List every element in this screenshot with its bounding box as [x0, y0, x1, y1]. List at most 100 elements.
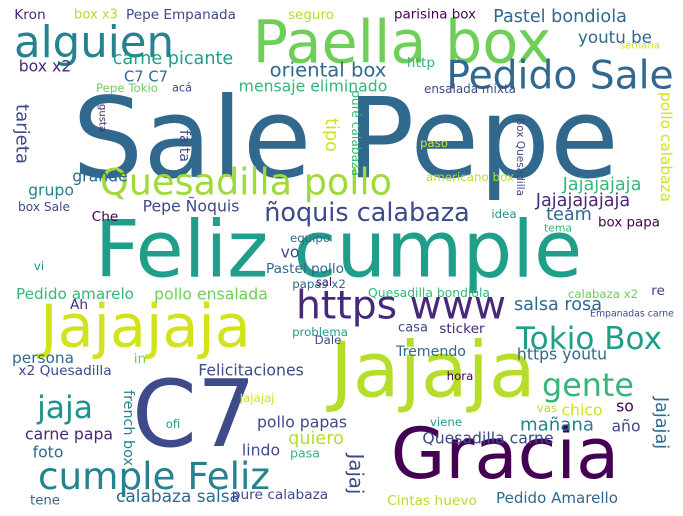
- word-https-youtu: https youtu: [517, 345, 607, 364]
- word-pastel-bondiola: Pastel bondiola: [493, 7, 627, 27]
- word-pollo-calabaza: pollo calabaza: [657, 92, 675, 202]
- word-americano-box: americano box: [426, 170, 514, 184]
- word-parisina-box: parisina box: [394, 8, 476, 23]
- word-sale-pepe: Sale Pepe: [72, 74, 618, 204]
- word-casa: casa: [398, 321, 428, 336]
- word-jajajaj: Jajajaj: [239, 391, 275, 405]
- word-grande: grande: [72, 167, 128, 186]
- word-ofi: ofi: [166, 417, 181, 431]
- word-viene: viene: [430, 415, 462, 429]
- word-pepe-noquis: Pepe Ñoquis: [143, 197, 240, 216]
- word-team: team: [546, 205, 592, 225]
- word-pepe-tokio: Pepe Tokio: [96, 81, 158, 95]
- word-box-x2: box x2: [19, 57, 72, 76]
- word-lindo: lindo: [242, 441, 280, 460]
- word-manana: mañana: [520, 415, 594, 436]
- word-box-sale: box Sale: [18, 200, 70, 214]
- word-empanadas-carne: Empanadas carne: [590, 309, 674, 320]
- word-problema: problema: [292, 325, 348, 339]
- word-cumple-feliz: cumple Feliz: [38, 454, 270, 498]
- word-oriental-box: oriental box: [270, 59, 387, 82]
- word-grupo: grupo: [28, 181, 74, 200]
- word-https-www: https www: [296, 284, 506, 329]
- word-jaja: jaja: [36, 390, 93, 426]
- word-alguien: alguien: [14, 18, 174, 68]
- word-feliz-cumple: Feliz cumple: [95, 205, 583, 296]
- word-tipo: tipo: [321, 118, 341, 152]
- word-noquis-calabaza: ñoquis calabaza: [264, 198, 470, 228]
- word-kron: Kron: [14, 7, 45, 23]
- word-carne-papa: carne papa: [25, 425, 113, 444]
- word-youtu-be: youtu be: [578, 27, 652, 47]
- word-pollo-ensalada: pollo ensalada: [154, 285, 268, 304]
- word-papas-x2: papas x2: [292, 277, 346, 291]
- word-quiero: quiero: [288, 429, 344, 449]
- word-box-quesadilla: Box Quesadilla: [514, 118, 526, 196]
- word-paso: paso: [420, 136, 448, 150]
- word-tremendo: Tremendo: [395, 344, 466, 360]
- word-cintas-huevo: Cintas huevo: [387, 493, 477, 509]
- word-pepe-empanada: Pepe Empanada: [126, 7, 236, 23]
- word-quesadilla-carne: Quesadilla carne: [422, 429, 553, 448]
- word-ah: Ah: [70, 297, 88, 313]
- word-c7: C7: [132, 360, 256, 468]
- word-http: http: [407, 55, 435, 71]
- word-idea: idea: [491, 207, 516, 221]
- word-vas: vas: [537, 401, 557, 415]
- word-gente: gente: [542, 366, 634, 404]
- word-sticker: sticker: [439, 321, 485, 337]
- word-re: re: [651, 283, 665, 299]
- word-c7-c7: C7 C7: [124, 69, 168, 86]
- word-pedido-amarelo: Pedido amarelo: [16, 285, 134, 303]
- word-persona: persona: [12, 349, 74, 367]
- word-jajajaj: Jajajaj: [651, 396, 671, 449]
- word-jajaj: Jajaj: [345, 452, 368, 495]
- word-x2-quesadilla: x2 Quesadilla: [18, 363, 111, 379]
- word-che: Che: [92, 209, 119, 225]
- word-pastel-pollo: Pastel pollo: [266, 261, 344, 277]
- word-salsa-rosa: salsa rosa: [514, 295, 602, 315]
- word-jajajajaja: Jajajajaja: [562, 175, 642, 195]
- word-hora: hora: [447, 369, 474, 383]
- word-vi: vi: [34, 259, 44, 273]
- word-tene: tene: [30, 494, 60, 509]
- word-calabaza-salsa: calabaza salsa: [116, 487, 240, 507]
- word-quesadilla-bondiola: Quesadilla bondiola: [368, 286, 490, 300]
- word-paella-box: Paella box: [253, 8, 552, 77]
- word-semana: semana: [620, 41, 660, 52]
- word-sal: sal: [316, 275, 332, 289]
- word-tema: tema: [544, 222, 572, 235]
- word-jajajajajaja: Jajajajajaja: [535, 191, 631, 211]
- word-pollo-papas: pollo papas: [257, 413, 347, 432]
- word-falta: falta: [176, 130, 192, 162]
- word-chico: chico: [561, 401, 602, 420]
- word-aca: acá: [172, 82, 192, 95]
- word-vo: vo: [281, 243, 300, 262]
- word-calabaza-x2: calabaza x2: [568, 287, 638, 301]
- word-pure-calabaza: pure calabaza: [232, 487, 328, 503]
- word-tokio-box: Tokio Box: [515, 321, 662, 357]
- word-dale: Dale: [315, 333, 342, 347]
- word-jajajaja: Jajajaja: [36, 292, 250, 361]
- word-pedido-sale: Pedido Sale: [446, 54, 673, 99]
- word-ensalada-mixta: ensalada mixta: [424, 82, 516, 96]
- word-french-box: french box: [120, 390, 136, 466]
- word-carne-picante: carne picante: [113, 49, 234, 69]
- word-box-x3: box x3: [74, 8, 118, 23]
- word-ano: año: [611, 417, 640, 436]
- word-equipo: equipo: [290, 231, 330, 245]
- word-seguro: seguro: [288, 7, 334, 23]
- word-pure-calabaza: puré calabaza: [349, 90, 363, 176]
- word-so: so: [616, 397, 634, 416]
- word-gracia: Gracia: [391, 413, 620, 495]
- word-felicitaciones: Felicitaciones: [198, 361, 304, 380]
- word-pedido-amarello: Pedido Amarello: [496, 489, 618, 507]
- word-gusta: gusta: [97, 104, 108, 132]
- word-jajaja: Jajaja: [326, 327, 536, 416]
- word-tarjeta: tarjeta: [12, 104, 33, 164]
- word-box-papa: box papa: [598, 216, 660, 231]
- word-in: in: [134, 351, 147, 367]
